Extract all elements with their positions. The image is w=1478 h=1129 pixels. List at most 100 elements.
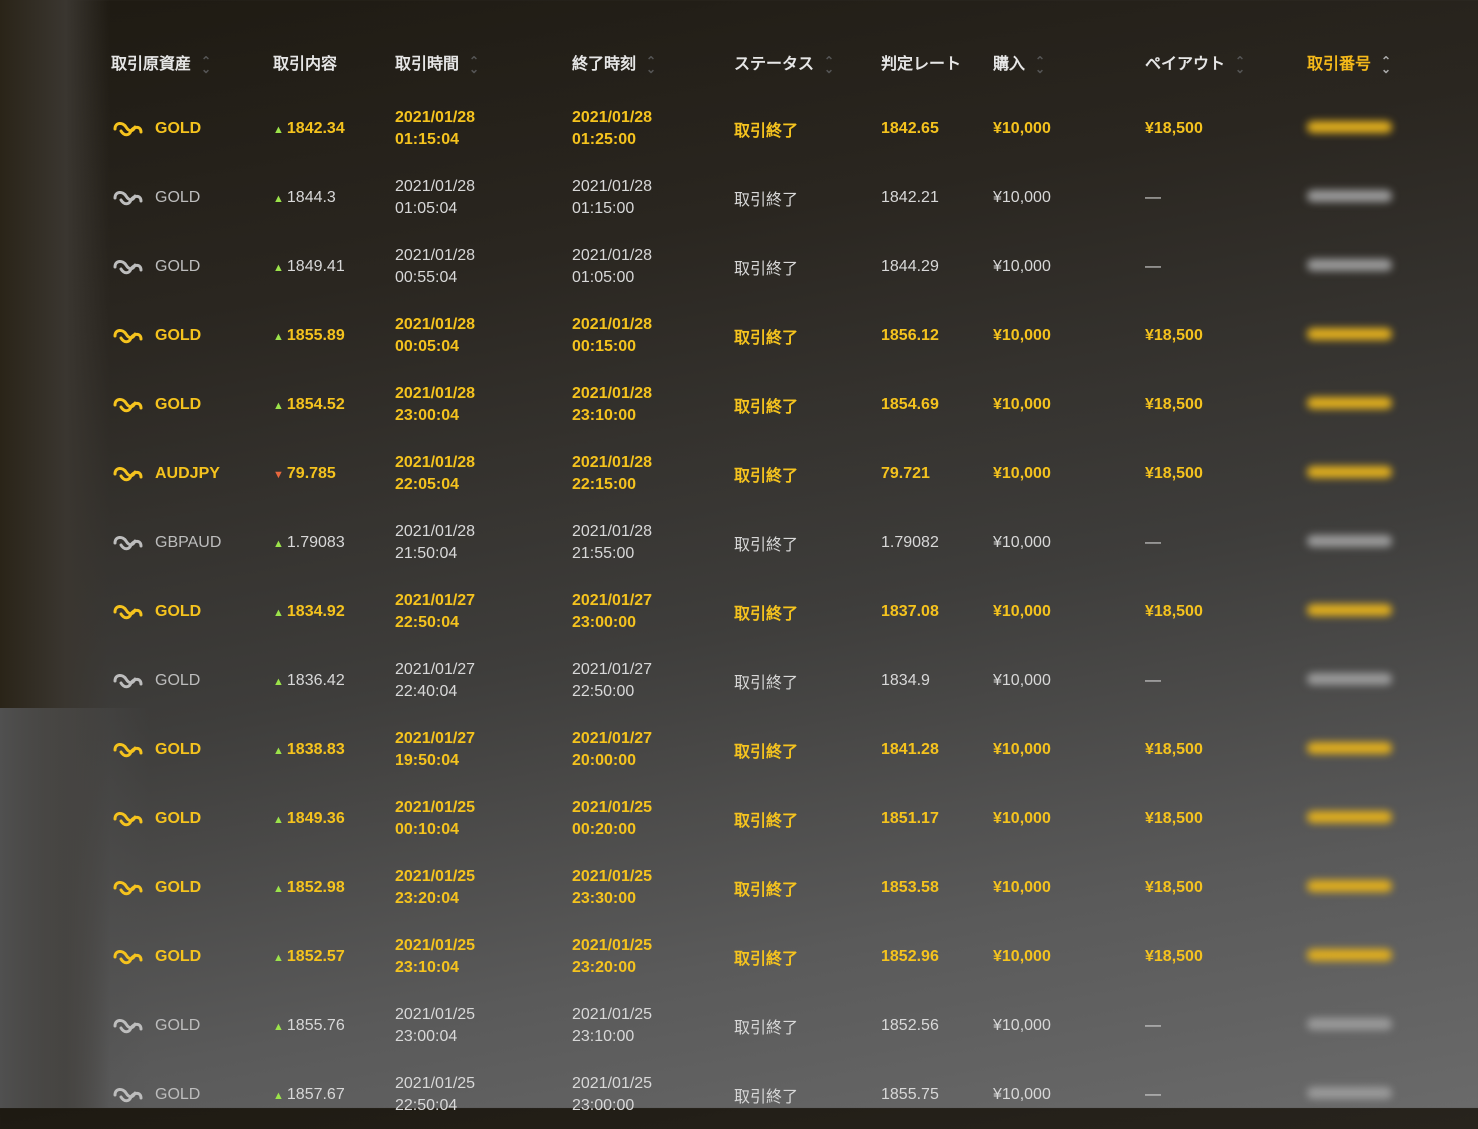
end-time: 01:25:00 [572, 130, 637, 148]
asset-wave-icon [113, 1087, 143, 1102]
start-date: 2021/01/27 [395, 660, 476, 678]
start-time: 01:15:04 [395, 130, 460, 148]
entry-rate: 1854.52 [286, 395, 345, 413]
sort-icon[interactable]: ⌃ ⌄ [1235, 53, 1246, 76]
table-row[interactable]: GOLD ▲ 1855.76 2021/01/25 23:00:04 2021/01… [110, 991, 1440, 1060]
asset-wave-icon [113, 742, 143, 757]
end-time-cell: 2021/01/28 22:15:00 [571, 439, 733, 508]
col-end-time[interactable]: 終了時刻 ⌃ ⌄ [572, 53, 657, 76]
asset-cell: GOLD [110, 370, 272, 439]
start-date: 2021/01/28 [395, 522, 476, 540]
high-arrow-icon: ▲ [273, 330, 284, 343]
sort-asc-icon[interactable]: ⌃ ⌄ [1381, 53, 1392, 76]
judge-rate-cell: 1852.56 [881, 1016, 939, 1034]
start-date: 2021/01/28 [395, 384, 476, 402]
end-time-cell: 2021/01/28 01:15:00 [571, 163, 733, 232]
payout-cell: ¥18,500 [1145, 464, 1203, 482]
buy-cell: ¥10,000 [993, 464, 1051, 482]
sort-icon[interactable]: ⌃ ⌄ [824, 53, 835, 76]
content-cell: ▲ 1842.34 [272, 94, 394, 163]
trade-number-cell [1306, 370, 1440, 439]
start-time-cell: 2021/01/28 21:50:04 [394, 508, 571, 577]
col-payout[interactable]: ペイアウト ⌃ ⌄ [1145, 53, 1246, 76]
blurred-trade-number [1307, 603, 1392, 616]
blurred-trade-number [1307, 741, 1392, 754]
asset-name: GOLD [155, 809, 202, 827]
table-row[interactable]: AUDJPY ▼ 79.785 2021/01/28 22:05:04 2021/0… [110, 439, 1440, 508]
status-cell: 取引終了 [734, 881, 799, 899]
asset-name: GOLD [155, 119, 202, 137]
asset-name: GOLD [155, 671, 201, 689]
content-cell: ▲ 1.79083 [272, 508, 394, 577]
start-time-cell: 2021/01/25 23:00:04 [394, 991, 571, 1060]
col-start-time[interactable]: 取引時間 ⌃ ⌄ [395, 53, 480, 76]
end-time: 23:10:00 [572, 1027, 635, 1045]
status-cell: 取引終了 [734, 260, 799, 278]
asset-name: GOLD [155, 602, 202, 620]
table-row[interactable]: GOLD ▲ 1855.89 2021/01/28 00:05:04 2021/01… [110, 301, 1440, 370]
table-row[interactable]: GOLD ▲ 1834.92 2021/01/27 22:50:04 2021/01… [110, 577, 1440, 646]
asset-cell: GOLD [110, 301, 272, 370]
table-row[interactable]: GOLD ▲ 1852.98 2021/01/25 23:20:04 2021/01… [110, 853, 1440, 922]
end-time-cell: 2021/01/25 23:00:00 [571, 1060, 733, 1129]
end-time: 00:15:00 [572, 337, 637, 355]
sort-icon[interactable]: ⌃ ⌄ [1035, 53, 1046, 76]
judge-rate-cell: 1854.69 [881, 395, 939, 413]
table-row[interactable]: GOLD ▲ 1842.34 2021/01/28 01:15:04 2021/01… [110, 94, 1440, 163]
judge-rate-cell: 1841.28 [881, 740, 939, 758]
start-time-cell: 2021/01/25 23:20:04 [394, 853, 571, 922]
end-time-cell: 2021/01/28 01:05:00 [571, 232, 733, 301]
table-row[interactable]: GOLD ▲ 1844.3 2021/01/28 01:05:04 2021/01/… [110, 163, 1440, 232]
start-time-cell: 2021/01/27 22:50:04 [394, 577, 571, 646]
content-cell: ▲ 1855.89 [272, 301, 394, 370]
trade-number-cell [1306, 991, 1440, 1060]
content-cell: ▲ 1836.42 [272, 646, 394, 715]
start-time: 00:05:04 [395, 337, 460, 355]
blurred-trade-number [1307, 465, 1392, 478]
table-row[interactable]: GOLD ▲ 1838.83 2021/01/27 19:50:04 2021/01… [110, 715, 1440, 784]
asset-wave-icon [113, 328, 143, 343]
trade-number-cell [1306, 577, 1440, 646]
col-status[interactable]: ステータス ⌃ ⌄ [734, 53, 835, 76]
payout-cell: ¥18,500 [1145, 878, 1203, 896]
asset-wave-icon [113, 190, 143, 205]
start-time-cell: 2021/01/28 00:55:04 [394, 232, 571, 301]
start-date: 2021/01/28 [395, 453, 476, 471]
blurred-trade-number [1307, 120, 1392, 133]
table-row[interactable]: GOLD ▲ 1849.36 2021/01/25 00:10:04 2021/01… [110, 784, 1440, 853]
asset-cell: AUDJPY [110, 439, 272, 508]
col-judge-rate: 判定レート [881, 56, 962, 73]
col-content: 取引内容 [273, 56, 338, 73]
asset-wave-icon [113, 673, 143, 688]
judge-rate-cell: 1834.9 [881, 671, 930, 689]
asset-name: GOLD [155, 257, 201, 275]
payout-cell: ¥18,500 [1145, 740, 1203, 758]
table-row[interactable]: GOLD ▲ 1857.67 2021/01/25 22:50:04 2021/01… [110, 1060, 1440, 1129]
sort-icon[interactable]: ⌃ ⌄ [646, 53, 657, 76]
table-row[interactable]: GBPAUD ▲ 1.79083 2021/01/28 21:50:04 2021/… [110, 508, 1440, 577]
col-trade-number[interactable]: 取引番号 ⌃ ⌄ [1307, 53, 1392, 76]
trade-number-cell [1306, 94, 1440, 163]
table-row[interactable]: GOLD ▲ 1854.52 2021/01/28 23:00:04 2021/01… [110, 370, 1440, 439]
table-row[interactable]: GOLD ▲ 1849.41 2021/01/28 00:55:04 2021/01… [110, 232, 1440, 301]
end-time-cell: 2021/01/27 20:00:00 [571, 715, 733, 784]
sort-icon[interactable]: ⌃ ⌄ [469, 53, 480, 76]
status-cell: 取引終了 [734, 674, 799, 692]
col-buy[interactable]: 購入 ⌃ ⌄ [993, 53, 1046, 76]
judge-rate-cell: 1852.96 [881, 947, 939, 965]
blurred-trade-number [1307, 1017, 1392, 1030]
sort-icon[interactable]: ⌃ ⌄ [201, 53, 212, 76]
payout-cell: — [1145, 671, 1161, 689]
blurred-trade-number [1307, 672, 1392, 685]
table-row[interactable]: GOLD ▲ 1852.57 2021/01/25 23:10:04 2021/01… [110, 922, 1440, 991]
table-row[interactable]: GOLD ▲ 1836.42 2021/01/27 22:40:04 2021/01… [110, 646, 1440, 715]
start-time: 00:10:04 [395, 820, 460, 838]
asset-cell: GBPAUD [110, 508, 272, 577]
content-cell: ▲ 1838.83 [272, 715, 394, 784]
content-cell: ▼ 79.785 [272, 439, 394, 508]
status-cell: 取引終了 [734, 605, 799, 623]
payout-cell: ¥18,500 [1145, 809, 1203, 827]
col-asset[interactable]: 取引原資産 ⌃ ⌄ [111, 53, 212, 76]
high-arrow-icon: ▲ [273, 813, 284, 826]
payout-cell: — [1145, 1085, 1161, 1103]
